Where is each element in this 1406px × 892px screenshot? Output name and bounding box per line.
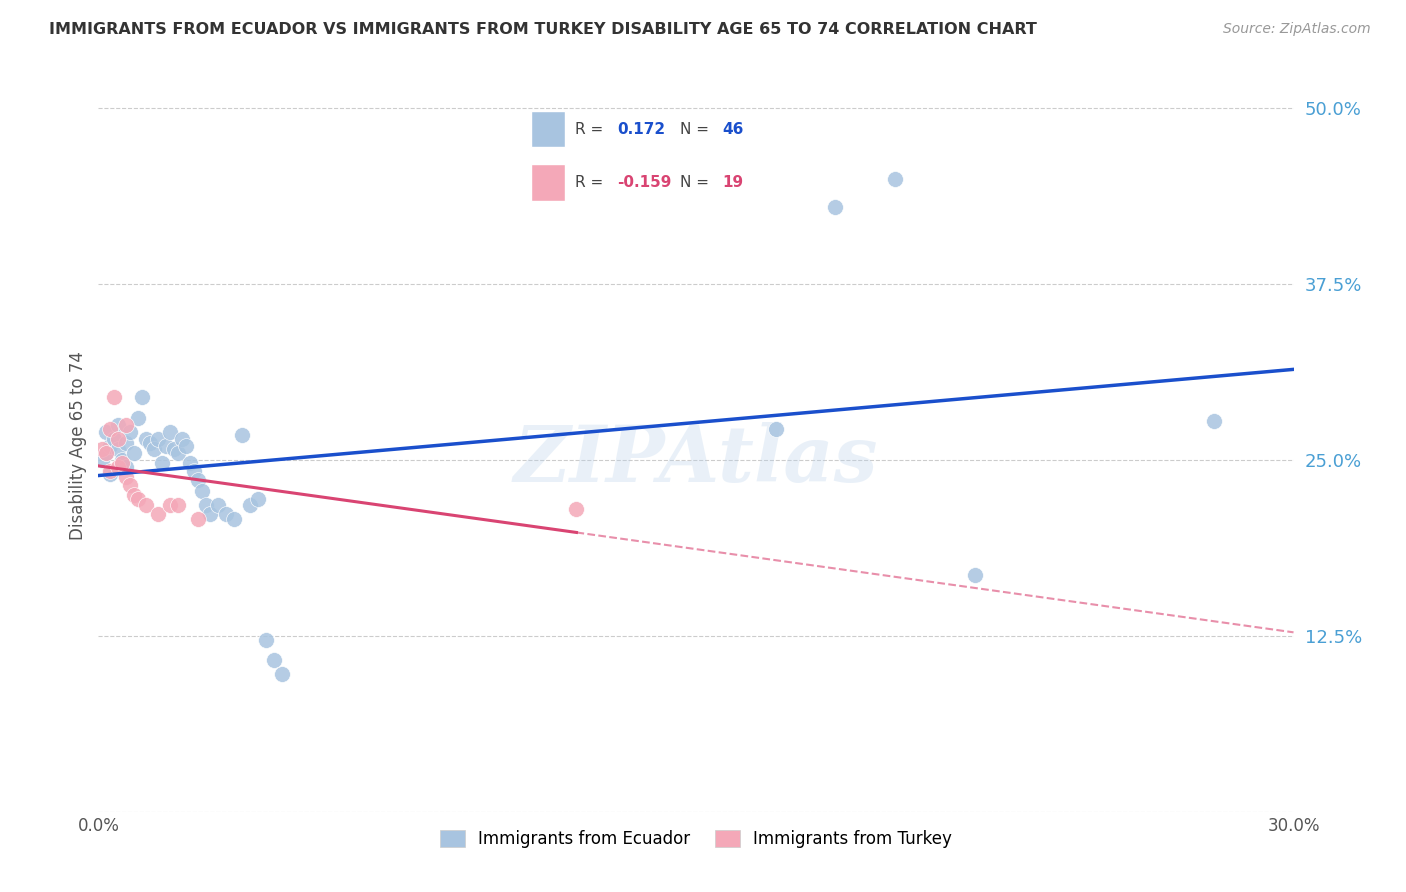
Point [127,492,149,507]
Point [565,502,588,516]
Point [167,498,190,512]
Point [120,478,142,492]
Point [172,432,194,446]
Point [127,410,149,425]
Point [96,446,118,460]
Text: ZIPAtlas: ZIPAtlas [513,423,879,499]
Text: Source: ZipAtlas.com: Source: ZipAtlas.com [1223,22,1371,37]
Point [159,498,181,512]
Point [187,473,209,487]
Point [163,442,186,456]
Point [159,425,181,439]
Point [107,417,129,432]
Point [111,453,134,467]
Point [115,417,138,432]
Point [131,390,153,404]
Point [115,470,138,484]
Point [191,483,214,498]
Point [765,422,787,436]
Point [91,442,114,456]
Point [198,507,221,521]
Point [91,453,114,467]
Point [135,498,157,512]
Point [111,456,134,470]
Point [124,488,146,502]
Point [270,666,292,681]
Legend: Immigrants from Ecuador, Immigrants from Turkey: Immigrants from Ecuador, Immigrants from… [433,823,959,855]
Point [107,460,129,475]
Point [263,653,285,667]
Point [96,425,118,439]
Point [824,200,846,214]
Point [884,171,907,186]
Point [115,436,138,450]
Point [254,633,277,648]
Point [124,446,146,460]
Point [148,432,170,446]
Point [150,456,173,470]
Y-axis label: Disability Age 65 to 74: Disability Age 65 to 74 [69,351,87,541]
Point [239,498,262,512]
Point [1202,414,1225,428]
Point [174,439,197,453]
Point [187,512,209,526]
Point [139,436,162,450]
Point [231,427,253,442]
Point [120,425,142,439]
Point [103,390,125,404]
Point [98,467,122,482]
Point [167,446,190,460]
Point [183,464,205,478]
Point [143,442,166,456]
Point [107,442,129,456]
Text: IMMIGRANTS FROM ECUADOR VS IMMIGRANTS FROM TURKEY DISABILITY AGE 65 TO 74 CORREL: IMMIGRANTS FROM ECUADOR VS IMMIGRANTS FR… [49,22,1038,37]
Point [207,498,229,512]
Point [98,464,122,478]
Point [246,492,269,507]
Point [963,568,986,582]
Point [98,439,122,453]
Point [148,507,170,521]
Point [195,498,218,512]
Point [107,432,129,446]
Point [98,422,122,436]
Point [135,432,157,446]
Point [222,512,245,526]
Point [215,507,238,521]
Point [103,432,125,446]
Point [115,460,138,475]
Point [96,446,118,460]
Point [155,439,177,453]
Point [179,456,201,470]
